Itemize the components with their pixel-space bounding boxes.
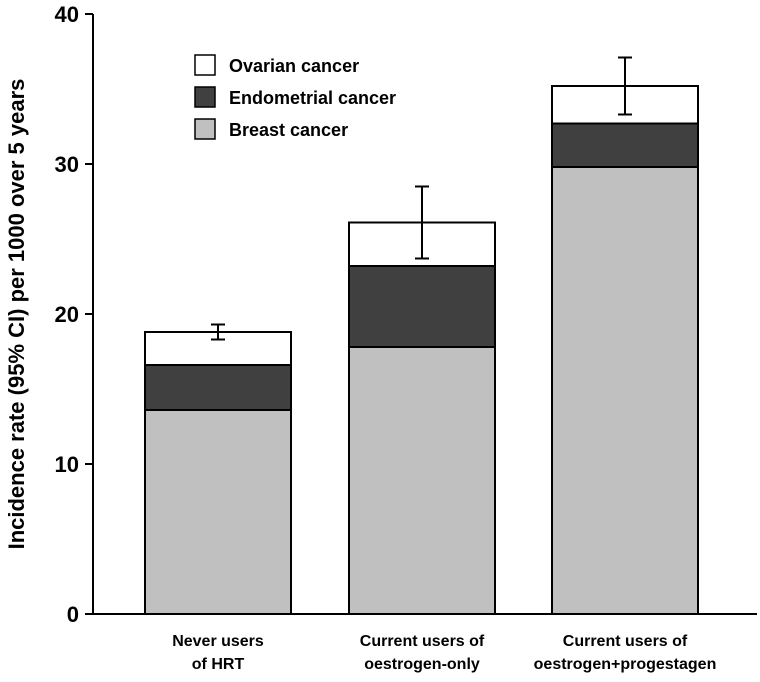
bar-segment-endometrial-cancer xyxy=(348,265,496,348)
y-tick-label: 0 xyxy=(67,602,79,627)
x-category-labels: Never users of HRT Current users of oestrog… xyxy=(172,633,716,673)
x-category-label: Never users of HRT xyxy=(172,633,264,673)
legend-label: Breast cancer xyxy=(229,120,348,140)
legend-swatch-ovarian-cancer xyxy=(194,54,216,76)
legend-swatch-breast-cancer xyxy=(194,118,216,140)
legend-label: Endometrial cancer xyxy=(229,88,396,108)
bars-layer xyxy=(144,85,699,615)
legend-label: Ovarian cancer xyxy=(229,56,359,76)
legend: Ovarian cancer Endometrial cancer Breast c… xyxy=(194,54,396,140)
legend-swatch-endometrial-cancer xyxy=(194,86,216,108)
bar-segment-endometrial-cancer xyxy=(551,122,699,168)
bar-segment-breast-cancer xyxy=(144,409,292,615)
x-category-label: Current users of oestrogen-only xyxy=(360,633,485,673)
y-tick-label: 20 xyxy=(55,302,79,327)
y-axis-label: Incidence rate (95% CI) per 1000 over 5 … xyxy=(4,79,29,550)
bar-segment-breast-cancer xyxy=(348,346,496,615)
bar-segment-breast-cancer xyxy=(551,166,699,615)
error-bars-layer xyxy=(211,56,632,341)
x-category-label: Current users of oestrogen+progestagen xyxy=(534,633,717,673)
bar-segment-endometrial-cancer xyxy=(144,364,292,411)
y-ticks: 0 10 20 30 40 xyxy=(55,2,93,627)
y-tick-label: 10 xyxy=(55,452,79,477)
y-tick-label: 30 xyxy=(55,152,79,177)
y-tick-label: 40 xyxy=(55,2,79,27)
